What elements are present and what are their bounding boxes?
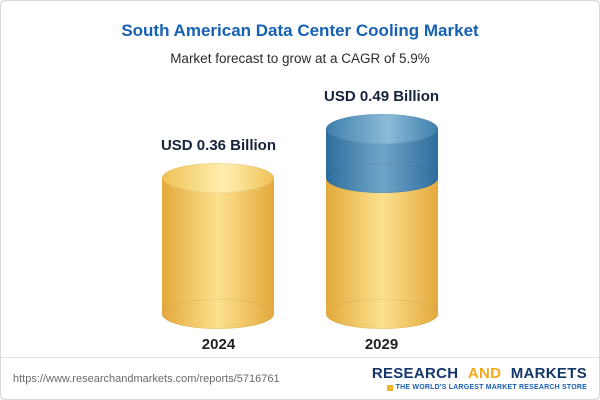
source-url[interactable]: https://www.researchandmarkets.com/repor… — [13, 372, 280, 385]
bar-value-label: USD 0.49 Billion — [324, 88, 440, 105]
logo-tagline: THE WORLD'S LARGEST MARKET RESEARCH STOR… — [395, 384, 587, 392]
cylinder-bottom-ellipse — [162, 299, 275, 329]
chart-title: South American Data Center Cooling Marke… — [121, 21, 479, 40]
segment-boundary-ellipse — [325, 163, 438, 194]
chart-subtitle: Market forecast to grow at a CAGR of 5.9… — [170, 51, 430, 66]
logo-tagline-row: THE WORLD'S LARGEST MARKET RESEARCH STOR… — [372, 384, 587, 392]
bar-category-label: 2024 — [201, 336, 236, 353]
cylinder-bottom-ellipse — [325, 299, 438, 329]
logo-wordmark: RESEARCH AND MARKETS — [372, 365, 587, 382]
footer-bar: https://www.researchandmarkets.com/repor… — [1, 357, 599, 399]
logo-word-and: AND — [467, 364, 502, 382]
cylinder-segment-gold — [325, 178, 438, 314]
bar-column: USD 0.49 Billion 2029 — [324, 88, 439, 353]
logo-gold-square-icon — [386, 385, 393, 392]
cylinder-bar — [162, 163, 275, 329]
bar-column: USD 0.36 Billion 2024 — [161, 137, 276, 353]
logo-word-markets: MARKETS — [510, 364, 587, 382]
bar-chart: USD 0.36 Billion 2024 USD 0.49 Billion 2029 — [1, 79, 599, 353]
bar-category-label: 2029 — [364, 336, 399, 353]
cylinder-segment-gold — [162, 178, 275, 314]
researchandmarkets-logo: RESEARCH AND MARKETS THE WORLD'S LARGEST… — [372, 365, 587, 392]
cylinder-top-ellipse — [162, 163, 275, 194]
logo-word-research: RESEARCH — [371, 364, 459, 382]
cylinder-bar — [325, 114, 438, 329]
bar-value-label: USD 0.36 Billion — [160, 137, 276, 155]
cylinder-top-ellipse — [325, 114, 438, 144]
